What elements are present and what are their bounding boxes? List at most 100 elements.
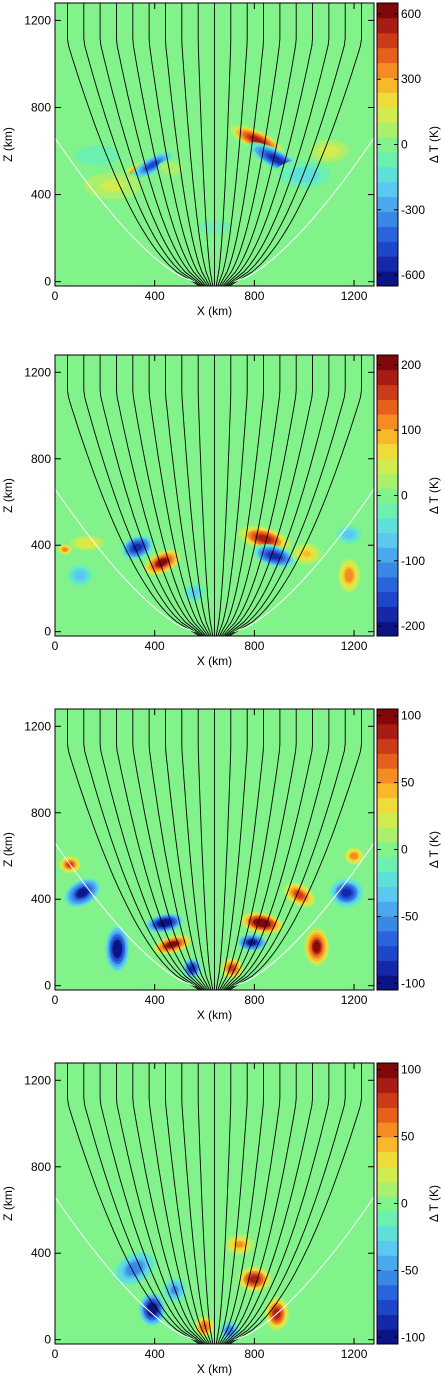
temperature-feature-7 [67, 534, 108, 552]
colorbar-tick-label: 100 [401, 1063, 421, 1077]
y-tick-label: 800 [31, 806, 51, 820]
y-tick-label: 800 [31, 1160, 51, 1174]
temperature-feature-5 [252, 544, 297, 568]
colorbar-swatch [377, 137, 398, 153]
colorbar-swatch [377, 945, 398, 961]
field-line-14 [220, 355, 281, 636]
plot-area [55, 3, 374, 286]
field-line-17 [225, 1063, 330, 1344]
field-line-2 [83, 355, 202, 636]
y-tick-label: 800 [31, 452, 51, 466]
field-line-17 [225, 709, 330, 990]
y-axis-label: Z (km) [1, 832, 15, 867]
field-line-1 [67, 3, 200, 286]
field-line-18 [227, 709, 346, 990]
x-axis-label: X (km) [197, 654, 232, 668]
y-tick-label: 0 [44, 275, 51, 289]
colorbar-swatch [377, 738, 398, 754]
colorbar-swatch [377, 355, 398, 371]
field-line-9 [197, 3, 214, 286]
colorbar-swatch [377, 547, 398, 563]
colorbar-swatch [377, 166, 398, 183]
temperature-feature-8 [224, 1233, 255, 1256]
colorbar-swatch [377, 576, 398, 593]
field-line-4 [116, 1063, 205, 1344]
white-contour-left [55, 137, 195, 283]
y-tick-label: 400 [31, 1246, 51, 1260]
temperature-feature-8 [306, 137, 352, 165]
colorbar-swatch [377, 827, 398, 843]
temperature-feature-2 [131, 151, 174, 180]
colorbar-tick-label: 0 [401, 1197, 408, 1211]
colorbar-swatch [377, 1196, 398, 1212]
x-tick-label: 0 [52, 993, 59, 1007]
field-line-2 [83, 709, 202, 990]
field-line-18 [227, 1063, 346, 1344]
field-line-12 [217, 355, 248, 636]
field-line-8 [181, 3, 212, 286]
colorbar-swatch [377, 517, 398, 533]
colorbar: -600 -300 0 300 600 Δ T (K) [376, 2, 441, 287]
colorbar-swatch [377, 399, 398, 415]
field-line-17 [225, 355, 330, 636]
field-line-9 [197, 1063, 214, 1344]
field-line-19 [229, 709, 362, 990]
temperature-feature-1 [120, 534, 155, 561]
temperature-feature-1 [63, 877, 101, 908]
colorbar-swatch [377, 768, 398, 784]
field-line-11 [215, 3, 232, 286]
colorbar-swatch [377, 1270, 398, 1286]
x-tick-label: 0 [52, 289, 59, 303]
colorbar-swatch [377, 17, 398, 34]
field-line-3 [99, 1063, 204, 1344]
colorbar-swatch [377, 1107, 398, 1123]
colorbar-swatch [377, 960, 398, 976]
colorbar-tick-label: -600 [401, 268, 425, 282]
field-line-6 [148, 3, 209, 286]
colorbar-swatch [377, 1210, 398, 1227]
field-lines [67, 1063, 362, 1344]
field-line-11 [215, 709, 232, 990]
colorbar-swatch [377, 1151, 398, 1168]
colorbar-swatch [377, 591, 398, 607]
colorbar-label: Δ T (K) [427, 831, 441, 868]
field-line-3 [99, 3, 204, 286]
colorbar-tick-label: 50 [401, 776, 415, 790]
y-tick-label: 1200 [24, 719, 51, 733]
field-line-16 [224, 3, 313, 286]
field-line-9 [197, 709, 214, 990]
field-line-19 [229, 3, 362, 286]
colorbar-swatch [377, 886, 398, 902]
field-line-6 [148, 709, 209, 990]
colorbar-tick-label: 0 [401, 138, 408, 152]
field-line-19 [229, 1063, 362, 1344]
colorbar-swatch [377, 226, 398, 242]
field-line-3 [99, 709, 204, 990]
colorbar-swatch [377, 211, 398, 227]
temperature-feature-3 [104, 925, 130, 973]
colorbar-tick-label: 200 [401, 358, 421, 372]
colorbar-swatch [377, 151, 398, 168]
x-tick-label: 800 [244, 639, 264, 653]
x-tick-label: 400 [145, 1347, 165, 1361]
y-axis-label: Z (km) [1, 127, 15, 162]
white-contours [55, 842, 374, 987]
y-tick-label: 400 [31, 188, 51, 202]
field-line-1 [67, 709, 200, 990]
colorbar-swatch [377, 122, 398, 138]
colorbar-swatch [377, 3, 398, 19]
field-line-3 [99, 355, 204, 636]
white-contours [55, 1196, 374, 1341]
field-line-8 [181, 355, 212, 636]
field-line-14 [220, 3, 281, 286]
colorbar-swatch [377, 1181, 398, 1197]
colorbar-swatch [377, 62, 398, 78]
field-line-16 [224, 1063, 313, 1344]
field-line-2 [83, 1063, 202, 1344]
field-line-5 [132, 1063, 207, 1344]
field-line-18 [227, 3, 346, 286]
field-line-16 [224, 355, 313, 636]
field-line-4 [116, 3, 205, 286]
colorbar-swatch [377, 488, 398, 504]
chart-panel-4: 0 400 800 1200 0 400 800 1200 X (km) Z (km) -100 -5… [1, 1062, 441, 1376]
